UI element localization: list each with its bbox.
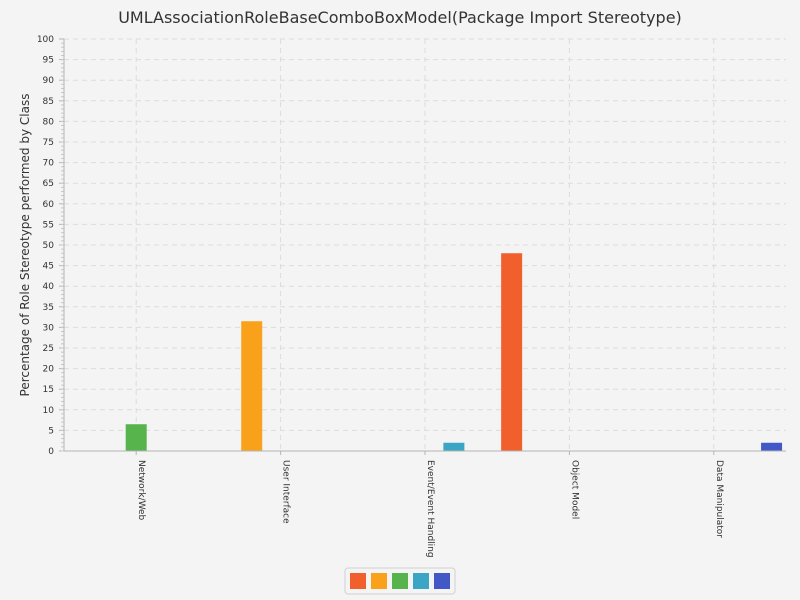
y-tick-label: 60 bbox=[43, 200, 55, 210]
bar bbox=[443, 442, 465, 451]
y-tick-label: 85 bbox=[43, 97, 54, 107]
y-tick-label: 30 bbox=[43, 323, 55, 333]
y-tick-label: 75 bbox=[43, 138, 54, 148]
legend-swatch bbox=[413, 573, 429, 589]
x-axis-ticks: Network/Web User Interface Event/Event Han… bbox=[135, 451, 724, 558]
bar bbox=[761, 442, 783, 451]
y-tick-label: 10 bbox=[43, 406, 55, 416]
y-tick-label: 15 bbox=[43, 385, 54, 395]
y-tick-label: 5 bbox=[48, 426, 54, 436]
y-tick-label: 0 bbox=[48, 447, 54, 457]
bar bbox=[501, 253, 523, 451]
x-tick-label: Network/Web bbox=[136, 460, 146, 521]
bar bbox=[125, 424, 147, 451]
x-tick-label: Event/Event Handling bbox=[425, 460, 435, 558]
legend-swatch bbox=[371, 573, 387, 589]
chart-title: UMLAssociationRoleBaseComboBoxModel(Pack… bbox=[118, 8, 682, 27]
y-tick-label: 70 bbox=[43, 159, 55, 169]
gridlines bbox=[64, 38, 786, 451]
legend-swatch bbox=[350, 573, 366, 589]
y-tick-label: 90 bbox=[43, 76, 55, 86]
y-axis-ticks: 0 5 10 15 20 25 30 35 40 45 50 55 60 65 70 75 80 85 90 95 10… bbox=[37, 35, 64, 457]
y-tick-label: 35 bbox=[43, 303, 54, 313]
x-tick-label: Data Manipulator bbox=[714, 460, 724, 538]
y-tick-label: 65 bbox=[43, 179, 54, 189]
x-tick-label: User Interface bbox=[281, 460, 291, 524]
legend-swatch bbox=[392, 573, 408, 589]
y-tick-label: 25 bbox=[43, 344, 54, 354]
legend bbox=[344, 567, 456, 595]
y-tick-label: 80 bbox=[43, 117, 55, 127]
bar bbox=[241, 321, 263, 451]
y-tick-label: 45 bbox=[43, 262, 54, 272]
y-tick-label: 50 bbox=[43, 241, 55, 251]
y-tick-label: 20 bbox=[43, 365, 55, 375]
y-tick-label: 100 bbox=[37, 35, 54, 45]
legend-swatch bbox=[434, 573, 450, 589]
x-tick-label: Object Model bbox=[569, 460, 579, 519]
y-tick-label: 55 bbox=[43, 220, 54, 230]
bars bbox=[125, 253, 783, 451]
y-tick-label: 40 bbox=[43, 282, 55, 292]
y-axis-label: Percentage of Role Stereotype performed … bbox=[18, 94, 32, 397]
y-tick-label: 95 bbox=[43, 56, 54, 66]
